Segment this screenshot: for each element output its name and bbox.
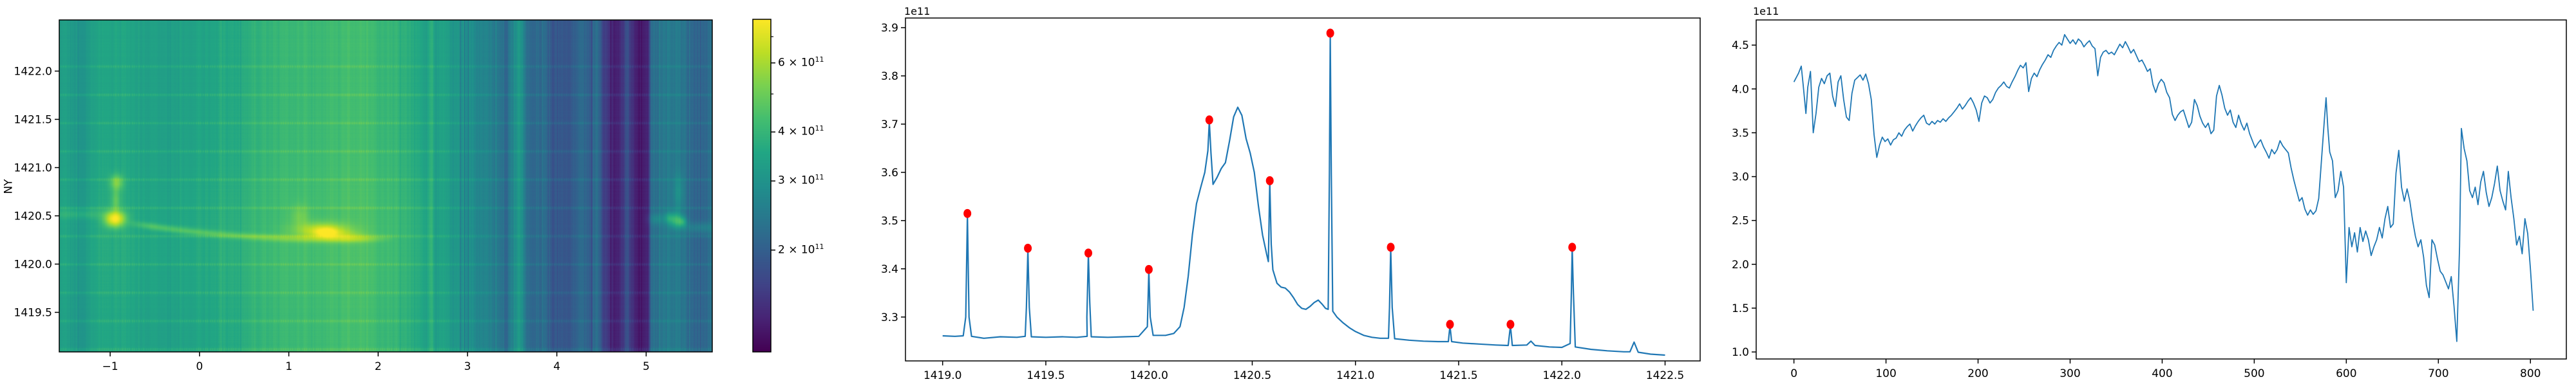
y-tick-label: 3.9 — [881, 22, 898, 35]
spectrum-line — [942, 33, 1665, 356]
x-tick-label: 700 — [2428, 367, 2448, 380]
timeseries-line — [1793, 33, 2534, 342]
waterfall-heatmap — [59, 20, 712, 352]
x-tick-label: 1422.0 — [1543, 369, 1581, 382]
y-tick-label: 3.6 — [881, 167, 898, 179]
x-tick-label: 4 — [553, 360, 560, 373]
y-tick-label: 1420.5 — [14, 210, 52, 223]
y-tick-label: 1421.0 — [14, 162, 52, 175]
x-tick-label: 400 — [2152, 367, 2172, 380]
x-tick-label: 600 — [2336, 367, 2356, 380]
y-tick-label: 3.7 — [881, 118, 898, 131]
colorbar-tick-label: 2 × 1011 — [778, 242, 824, 257]
x-tick-label: 1422.5 — [1646, 369, 1684, 382]
spectrum-axes-spine — [905, 17, 1701, 362]
colorbar-tick-label: 4 × 1011 — [778, 124, 824, 138]
y-tick-label: 1420.0 — [14, 259, 52, 271]
y-tick-label: 3.5 — [881, 215, 898, 228]
timeseries-offset-label: 1e11 — [1753, 5, 1779, 17]
x-tick-label: 2 — [375, 360, 382, 373]
x-tick-label: 1420.5 — [1233, 369, 1271, 382]
y-tick-label: 1422.0 — [14, 66, 52, 78]
x-tick-label: 0 — [196, 360, 203, 373]
x-tick-label: 0 — [1790, 367, 1797, 380]
x-tick-label: 800 — [2520, 367, 2541, 380]
colorbar-gradient — [753, 19, 771, 352]
colorbar-tick-label: 3 × 1011 — [778, 173, 824, 187]
x-tick-label: 1419.0 — [923, 369, 961, 382]
x-tick-label: 5 — [643, 360, 650, 373]
colorbar-tick-label: 6 × 1011 — [778, 55, 824, 69]
x-tick-label: 3 — [464, 360, 471, 373]
peak-marker — [1506, 320, 1515, 329]
y-tick-label: 3.0 — [1732, 171, 1749, 184]
peak-marker — [1568, 243, 1577, 252]
x-tick-label: 1420.0 — [1130, 369, 1168, 382]
peak-marker — [963, 208, 972, 218]
peak-marker — [1265, 176, 1274, 185]
x-tick-label: 200 — [1967, 367, 1988, 380]
y-tick-label: 3.5 — [1732, 127, 1749, 140]
peak-marker — [1446, 320, 1454, 329]
y-tick-label: 2.0 — [1732, 259, 1749, 271]
peak-marker — [1387, 243, 1395, 252]
x-tick-label: 1 — [285, 360, 292, 373]
peak-marker — [1084, 248, 1092, 258]
timeseries-axes-spine — [1756, 19, 2567, 360]
y-tick-label: 3.8 — [881, 70, 898, 83]
peak-marker — [1326, 28, 1334, 38]
x-tick-label: 500 — [2244, 367, 2264, 380]
y-tick-label: 1421.5 — [14, 114, 52, 127]
x-tick-label: 1419.5 — [1027, 369, 1065, 382]
waterfall-ylabel: NY — [2, 179, 15, 194]
x-tick-label: 100 — [1875, 367, 1896, 380]
x-tick-label: −1 — [102, 360, 118, 373]
y-tick-label: 3.3 — [881, 311, 898, 324]
peak-marker — [1205, 115, 1213, 125]
y-tick-label: 3.4 — [881, 263, 898, 276]
y-tick-label: 4.0 — [1732, 83, 1749, 96]
peak-marker — [1024, 243, 1032, 253]
x-tick-label: 1421.5 — [1439, 369, 1477, 382]
y-tick-label: 2.5 — [1732, 215, 1749, 228]
x-tick-label: 1421.0 — [1336, 369, 1374, 382]
x-tick-label: 300 — [2060, 367, 2080, 380]
spectrum-offset-label: 1e11 — [904, 5, 931, 17]
y-tick-label: 4.5 — [1732, 39, 1749, 52]
peak-marker — [1144, 264, 1153, 274]
y-tick-label: 1419.5 — [14, 307, 52, 320]
y-tick-label: 1.0 — [1732, 346, 1749, 359]
y-tick-label: 1.5 — [1732, 302, 1749, 315]
